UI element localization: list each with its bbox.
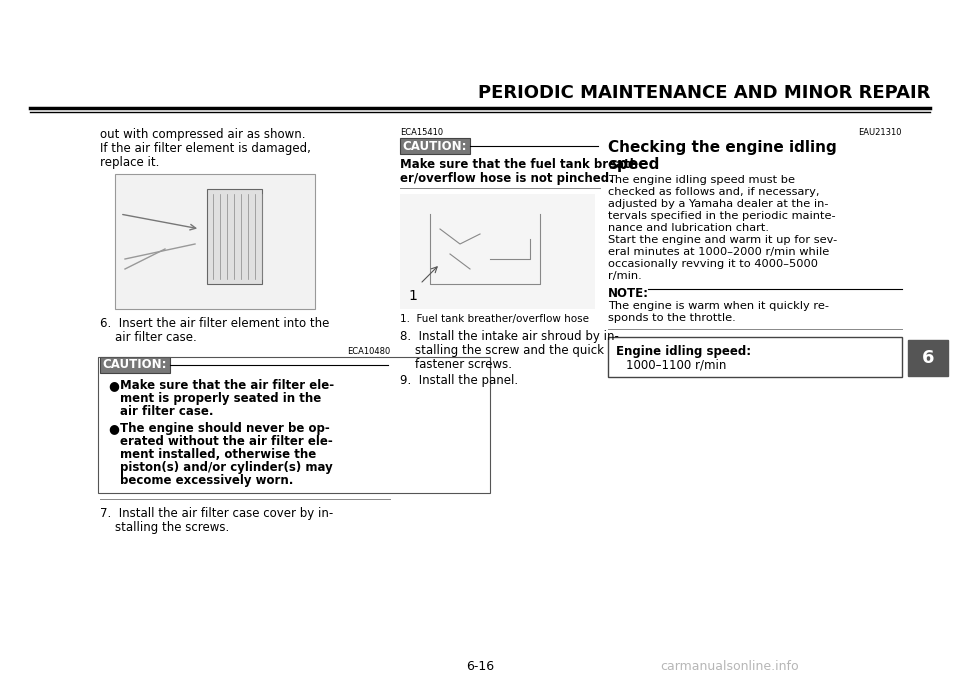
Text: ●: ●	[108, 379, 119, 392]
Text: Engine idling speed:: Engine idling speed:	[616, 345, 751, 358]
Text: occasionally revving it to 4000–5000: occasionally revving it to 4000–5000	[608, 259, 818, 269]
Text: stalling the screw and the quick: stalling the screw and the quick	[400, 344, 604, 357]
Text: tervals specified in the periodic mainte-: tervals specified in the periodic mainte…	[608, 211, 835, 221]
Text: out with compressed air as shown.: out with compressed air as shown.	[100, 128, 305, 141]
Text: CAUTION:: CAUTION:	[103, 359, 167, 372]
Text: 7.  Install the air filter case cover by in-: 7. Install the air filter case cover by …	[100, 507, 333, 520]
FancyBboxPatch shape	[608, 337, 902, 377]
Text: ECA15410: ECA15410	[400, 128, 444, 137]
Text: ment is properly seated in the: ment is properly seated in the	[120, 392, 322, 405]
Text: stalling the screws.: stalling the screws.	[100, 521, 229, 534]
Text: erated without the air filter ele-: erated without the air filter ele-	[120, 435, 333, 448]
Text: ECA10480: ECA10480	[347, 347, 390, 356]
Text: 1.  Fuel tank breather/overflow hose: 1. Fuel tank breather/overflow hose	[400, 314, 589, 324]
Text: EAU21310: EAU21310	[858, 128, 902, 137]
Text: The engine idling speed must be: The engine idling speed must be	[608, 175, 795, 185]
Text: er/overflow hose is not pinched.: er/overflow hose is not pinched.	[400, 172, 613, 185]
Text: carmanualsonline.info: carmanualsonline.info	[660, 660, 800, 673]
Text: checked as follows and, if necessary,: checked as follows and, if necessary,	[608, 187, 820, 197]
Text: air filter case.: air filter case.	[100, 331, 197, 344]
Text: 9.  Install the panel.: 9. Install the panel.	[400, 374, 518, 387]
Text: 1000–1100 r/min: 1000–1100 r/min	[626, 359, 727, 372]
Text: piston(s) and/or cylinder(s) may: piston(s) and/or cylinder(s) may	[120, 461, 333, 474]
Text: sponds to the throttle.: sponds to the throttle.	[608, 313, 735, 323]
Text: speed: speed	[608, 157, 660, 172]
Text: air filter case.: air filter case.	[120, 405, 213, 418]
Text: PERIODIC MAINTENANCE AND MINOR REPAIR: PERIODIC MAINTENANCE AND MINOR REPAIR	[478, 84, 930, 102]
Text: become excessively worn.: become excessively worn.	[120, 474, 294, 487]
Text: replace it.: replace it.	[100, 156, 159, 169]
Text: fastener screws.: fastener screws.	[400, 358, 512, 371]
FancyBboxPatch shape	[100, 357, 170, 373]
Text: adjusted by a Yamaha dealer at the in-: adjusted by a Yamaha dealer at the in-	[608, 199, 828, 209]
FancyBboxPatch shape	[115, 174, 315, 309]
Text: 6.  Insert the air filter element into the: 6. Insert the air filter element into th…	[100, 317, 329, 330]
Text: Make sure that the air filter ele-: Make sure that the air filter ele-	[120, 379, 334, 392]
Text: 8.  Install the intake air shroud by in-: 8. Install the intake air shroud by in-	[400, 330, 619, 343]
Text: ment installed, otherwise the: ment installed, otherwise the	[120, 448, 316, 461]
Text: Start the engine and warm it up for sev-: Start the engine and warm it up for sev-	[608, 235, 837, 245]
FancyBboxPatch shape	[908, 340, 948, 376]
FancyBboxPatch shape	[400, 138, 470, 154]
Text: eral minutes at 1000–2000 r/min while: eral minutes at 1000–2000 r/min while	[608, 247, 829, 257]
Text: Make sure that the fuel tank breath-: Make sure that the fuel tank breath-	[400, 158, 643, 171]
FancyBboxPatch shape	[400, 194, 595, 309]
Text: 1: 1	[408, 289, 417, 303]
Text: CAUTION:: CAUTION:	[403, 140, 468, 153]
Text: 6-16: 6-16	[466, 660, 494, 673]
Text: The engine should never be op-: The engine should never be op-	[120, 422, 329, 435]
Text: The engine is warm when it quickly re-: The engine is warm when it quickly re-	[608, 301, 829, 311]
Text: 6: 6	[922, 349, 934, 367]
Text: Checking the engine idling: Checking the engine idling	[608, 140, 837, 155]
Text: NOTE:: NOTE:	[608, 287, 649, 300]
Text: If the air filter element is damaged,: If the air filter element is damaged,	[100, 142, 311, 155]
FancyBboxPatch shape	[207, 189, 262, 284]
Text: r/min.: r/min.	[608, 271, 641, 281]
Text: nance and lubrication chart.: nance and lubrication chart.	[608, 223, 769, 233]
Text: ●: ●	[108, 422, 119, 435]
